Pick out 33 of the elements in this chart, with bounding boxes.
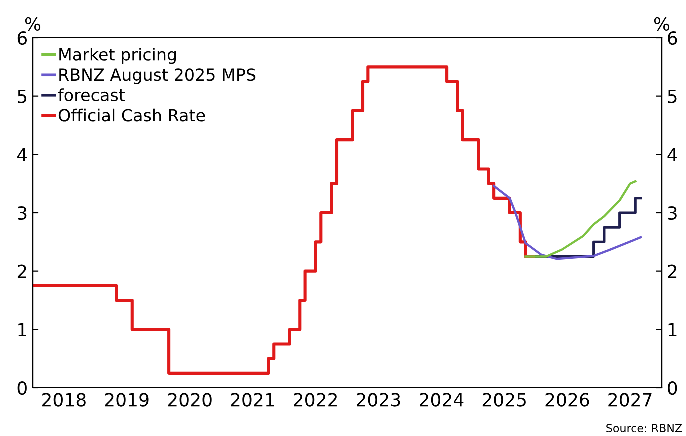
y-tick-label: 3 xyxy=(18,206,27,220)
y-tick-label: 4 xyxy=(18,148,28,162)
y-tick-label: 5 xyxy=(18,90,27,104)
x-tick-label: 2025 xyxy=(482,393,526,407)
y2-tick-label: 1 xyxy=(668,323,677,337)
x-tick-label: 2018 xyxy=(42,393,86,407)
line-series xyxy=(492,185,642,260)
y2-tick-label: 4 xyxy=(668,148,678,162)
x-tick-label: 2021 xyxy=(231,393,274,407)
y-tick-label: 2 xyxy=(18,264,26,278)
x-tick-label: 2026 xyxy=(546,393,590,407)
y2-tick-label: 6 xyxy=(668,31,678,46)
x-tick-label: 2022 xyxy=(294,393,337,407)
legend-label: RBNZ August 2025 MPS xyxy=(60,68,256,84)
x-tick-label: 2023 xyxy=(357,393,400,407)
y2-tick-label: 3 xyxy=(668,206,677,220)
y2-tick-label: 2 xyxy=(668,264,677,278)
line-series xyxy=(524,180,637,258)
y-axis-title: % xyxy=(25,17,41,31)
x-tick-label: 2020 xyxy=(168,393,212,407)
legend-label: forecast xyxy=(58,88,125,102)
x-tick-label: 2024 xyxy=(420,393,464,407)
y2-axis-title: % xyxy=(654,17,670,31)
x-tick-label: 2019 xyxy=(105,393,149,407)
legend-label: Market pricing xyxy=(60,48,176,64)
legend-label: Official Cash Rate xyxy=(58,108,206,122)
x-tick-label: 2027 xyxy=(608,393,652,407)
y-tick-label: 1 xyxy=(18,323,26,337)
y2-tick-label: 5 xyxy=(668,90,677,104)
y2-tick-label: 0 xyxy=(668,381,678,396)
source-note: Source: RBNZ xyxy=(606,424,682,433)
y-tick-label: 0 xyxy=(18,381,27,396)
y-tick-label: 6 xyxy=(18,31,27,46)
